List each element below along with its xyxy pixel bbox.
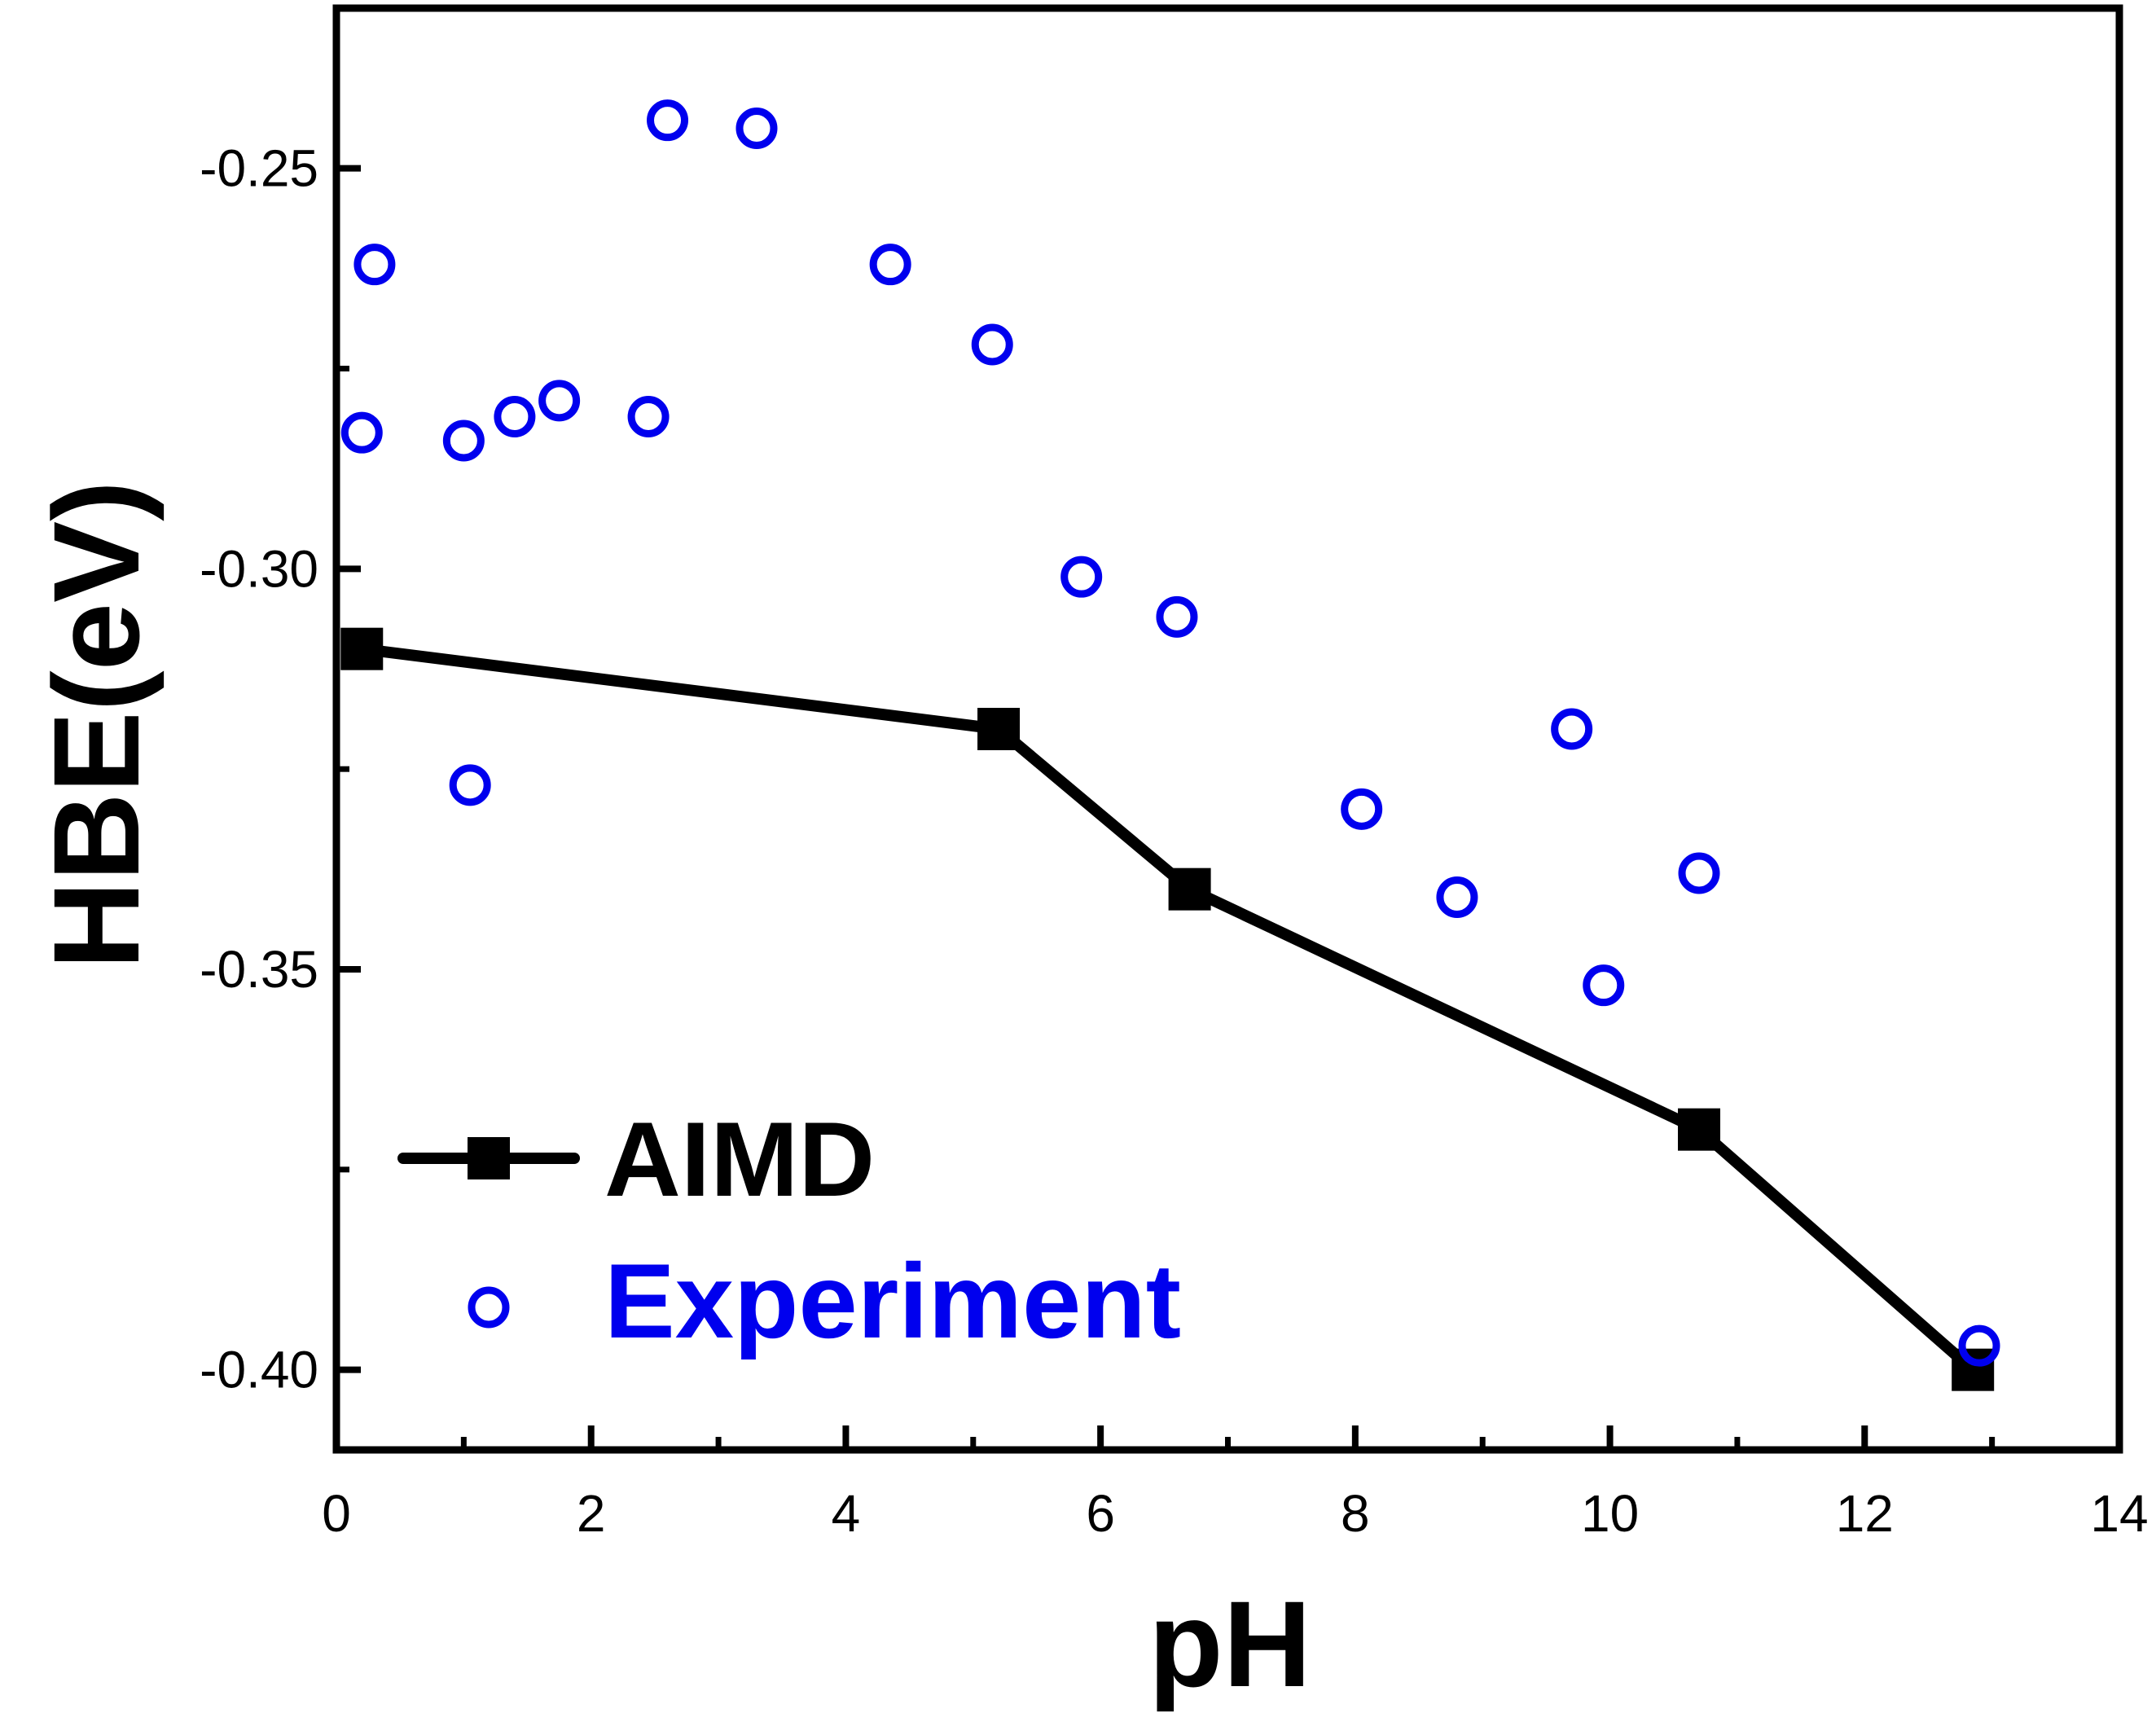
experiment-data-point xyxy=(1678,852,1720,894)
experiment-data-point xyxy=(1551,708,1593,750)
legend-experiment-label: Experiment xyxy=(604,1241,1181,1360)
experiment-data-point xyxy=(340,411,383,454)
experiment-data-point xyxy=(1958,1324,2000,1367)
x-tick-label: 10 xyxy=(1581,1484,1639,1543)
y-tick-label: -0.25 xyxy=(200,139,318,198)
y-tick-label: -0.30 xyxy=(200,539,318,598)
x-tick-label: 4 xyxy=(832,1484,861,1543)
x-tick-label: 0 xyxy=(322,1484,351,1543)
x-tick-label: 2 xyxy=(577,1484,606,1543)
x-tick-label: 14 xyxy=(2090,1484,2148,1543)
aimd-data-point xyxy=(1952,1348,1995,1391)
plot-border xyxy=(332,4,2123,1454)
y-axis-ticks: -0.25 -0.30 -0.35 -0.40 xyxy=(200,139,361,1399)
experiment-data-point xyxy=(1436,876,1478,918)
x-axis-title: pH xyxy=(1148,1575,1311,1712)
experiment-data-point xyxy=(1156,595,1198,638)
legend-aimd-label: AIMD xyxy=(604,1100,875,1219)
experiment-data-point xyxy=(1060,556,1103,598)
experiment-data-point xyxy=(1583,964,1625,1007)
aimd-data-point xyxy=(1168,867,1211,911)
experiment-data-point xyxy=(647,99,689,142)
series-marks xyxy=(340,99,2000,1391)
experiment-data-point xyxy=(494,396,536,437)
aimd-data-point xyxy=(1678,1108,1721,1151)
plot-frame xyxy=(332,4,2123,1454)
legend-experiment-marker xyxy=(468,1286,510,1329)
experiment-data-point xyxy=(869,244,911,286)
legend: AIMD Experiment xyxy=(397,1100,1181,1360)
experiment-data-point xyxy=(1341,788,1383,830)
aimd-data-point xyxy=(977,708,1021,750)
experiment-data-point xyxy=(442,419,485,462)
x-tick-label: 12 xyxy=(1836,1484,1894,1543)
experiment-data-point xyxy=(627,396,670,437)
experiment-data-point xyxy=(538,380,581,422)
legend-aimd-marker xyxy=(468,1137,510,1179)
experiment-data-point xyxy=(735,108,778,149)
x-axis-ticks: 0 2 4 6 8 10 12 14 xyxy=(322,1425,2149,1543)
experiment-data-point xyxy=(449,764,491,806)
aimd-data-point xyxy=(340,627,384,670)
x-tick-label: 6 xyxy=(1086,1484,1115,1543)
y-axis-title: HBE(eV) xyxy=(28,481,165,969)
y-tick-label: -0.40 xyxy=(200,1341,318,1399)
experiment-data-point xyxy=(353,244,396,286)
x-tick-label: 8 xyxy=(1341,1484,1370,1543)
experiment-data-point xyxy=(971,323,1013,366)
y-tick-label: -0.35 xyxy=(200,940,318,999)
